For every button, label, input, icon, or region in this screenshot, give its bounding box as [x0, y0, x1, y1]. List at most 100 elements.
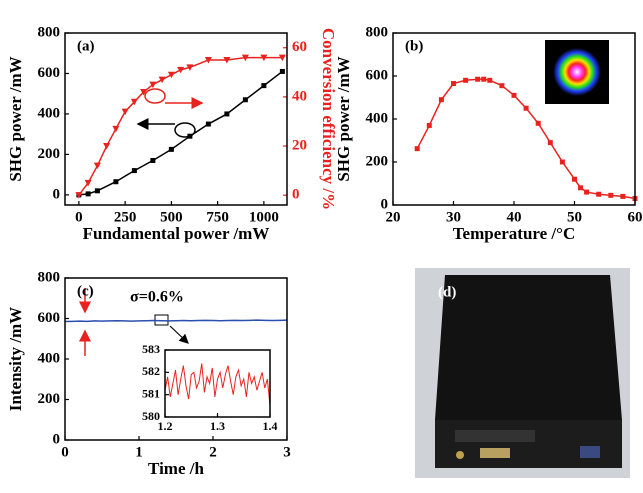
y-tick-label: 200 — [38, 391, 61, 407]
marker — [242, 97, 248, 103]
x-tick-label: 1 — [135, 444, 143, 460]
x-tick-label: 40 — [507, 209, 522, 225]
marker — [572, 176, 577, 182]
y-tick-label: 400 — [366, 110, 389, 126]
panel-label: (d) — [438, 284, 456, 300]
marker — [158, 76, 166, 84]
x-tick-label: 20 — [386, 209, 401, 225]
marker — [620, 193, 626, 199]
plot-frame — [164, 349, 271, 418]
panel-label: (a) — [77, 38, 95, 54]
annotation: σ=0.6% — [130, 289, 184, 306]
marker — [94, 188, 100, 194]
marker — [278, 54, 286, 62]
x-tick-label: 1.3 — [210, 419, 225, 433]
marker — [113, 179, 119, 185]
x-tick-label: 1.4 — [263, 419, 278, 433]
marker — [177, 66, 185, 74]
y-tick-label: 200 — [38, 146, 61, 162]
marker — [451, 81, 456, 87]
marker — [205, 121, 211, 127]
x-tick-label: 500 — [160, 209, 183, 225]
marker — [584, 189, 590, 195]
circle-annotation — [144, 88, 166, 104]
marker — [223, 57, 231, 64]
x-tick-label: 50 — [567, 209, 582, 225]
y-tick-label: 600 — [38, 310, 61, 326]
marker — [481, 76, 487, 82]
x-tick-label: 3 — [283, 444, 291, 460]
marker — [523, 105, 529, 111]
device-top — [435, 275, 622, 420]
panel-label: (b) — [405, 38, 423, 54]
marker — [121, 108, 129, 116]
y-tick-label: 400 — [38, 105, 61, 121]
marker — [187, 133, 193, 139]
x-tick-label: 1.2 — [158, 419, 173, 433]
marker — [150, 157, 156, 163]
marker — [487, 77, 493, 83]
marker — [438, 97, 444, 103]
marker — [426, 122, 432, 128]
circle-annotation — [174, 122, 196, 138]
marker — [84, 179, 92, 187]
x-tick-label: 0 — [75, 209, 83, 225]
x-axis-title: Temperature /°C — [453, 224, 575, 243]
marker — [260, 54, 268, 62]
marker — [186, 64, 194, 71]
marker — [535, 120, 541, 126]
connector — [480, 448, 510, 458]
marker — [75, 192, 83, 199]
y-tick-label: 581 — [142, 386, 160, 400]
marker — [131, 168, 137, 174]
photo: (d) — [415, 268, 630, 478]
beam-spot — [553, 48, 601, 96]
marker — [596, 191, 602, 197]
marker — [559, 159, 565, 165]
series-line — [164, 363, 271, 406]
y2-tick-label: 0 — [292, 187, 300, 203]
x-tick-label: 30 — [446, 209, 461, 225]
y-tick-label: 600 — [366, 67, 389, 83]
marker — [204, 57, 212, 64]
x-axis-title: Time /h — [148, 459, 204, 478]
port — [580, 446, 600, 458]
marker — [168, 146, 174, 152]
marker — [112, 125, 120, 133]
y-tick-label: 400 — [38, 350, 61, 366]
y-tick-label: 0 — [53, 186, 61, 202]
arrow — [169, 325, 189, 344]
series-line — [78, 70, 283, 196]
y-tick-label: 800 — [38, 24, 61, 40]
plot-frame — [392, 32, 636, 206]
x-axis-title: Fundamental power /mW — [83, 224, 270, 243]
y-tick-label: 582 — [142, 364, 160, 378]
y-tick-label: 600 — [38, 65, 61, 81]
panel-label: (c) — [77, 283, 94, 299]
x-tick-label: 750 — [206, 209, 229, 225]
marker — [547, 140, 553, 146]
marker — [414, 146, 420, 152]
y2-tick-label: 60 — [292, 39, 307, 55]
marker — [511, 92, 517, 98]
marker — [608, 192, 614, 198]
marker — [279, 68, 285, 74]
plot-frame — [64, 277, 288, 441]
y2-tick-label: 40 — [292, 88, 307, 104]
knob — [456, 451, 464, 459]
marker — [241, 54, 249, 62]
x-tick-label: 1000 — [249, 209, 279, 225]
x-tick-label: 250 — [114, 209, 137, 225]
marker — [463, 77, 469, 83]
y2-axis-title: Conversion efficiency /% — [319, 28, 338, 210]
series-line — [64, 319, 288, 323]
marker — [224, 111, 230, 117]
x-tick-label: 2 — [209, 444, 217, 460]
marker — [578, 185, 584, 191]
x-tick-label: 0 — [61, 444, 69, 460]
device-front — [435, 420, 622, 468]
y-tick-label: 800 — [38, 269, 61, 285]
x-tick-label: 60 — [628, 209, 643, 225]
